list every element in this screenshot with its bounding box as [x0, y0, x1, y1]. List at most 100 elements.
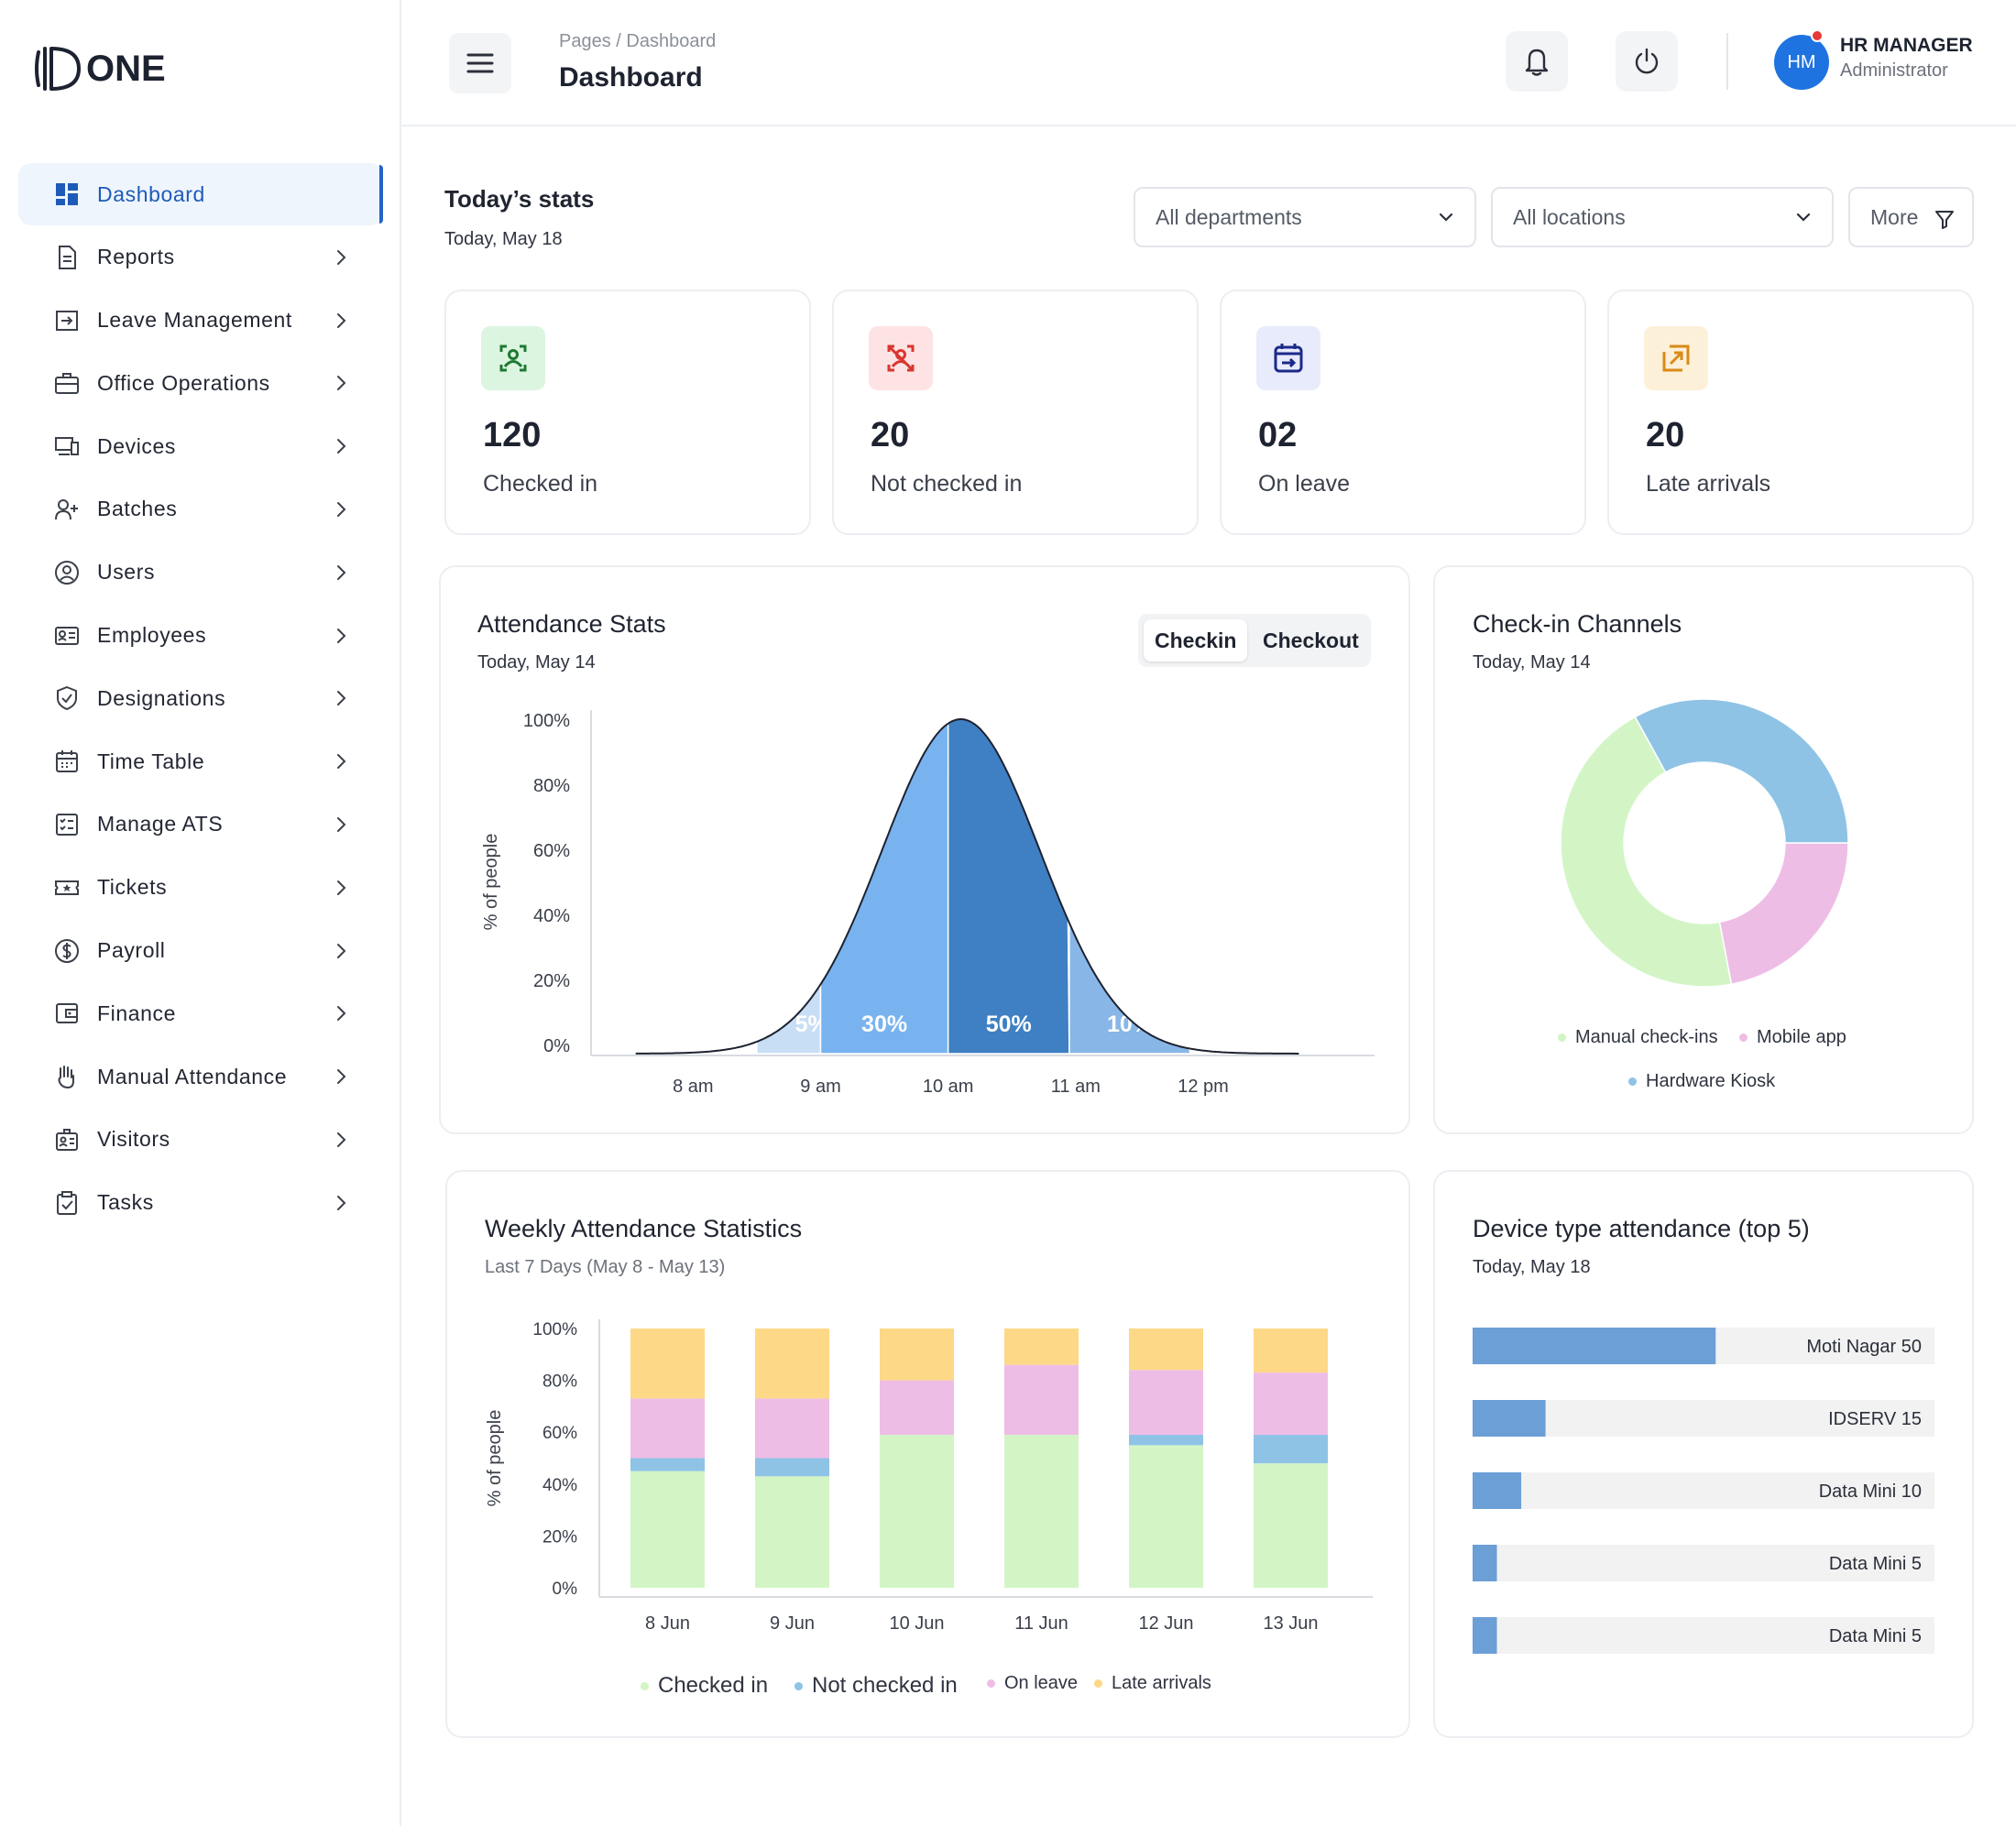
legend-dot — [1094, 1679, 1102, 1688]
donut-slice[interactable] — [1634, 698, 1849, 844]
bar-segment-on-leave[interactable] — [880, 1380, 954, 1436]
logout-button[interactable] — [1616, 31, 1678, 92]
sidebar-item-tasks[interactable]: Tasks — [18, 1172, 383, 1234]
chevron-right-icon — [330, 625, 352, 647]
bar-segment-not-checked-in[interactable] — [1254, 1435, 1328, 1464]
checkin-channels-donut-chart — [1560, 698, 1849, 988]
x-tick-label: 8 Jun — [645, 1613, 690, 1634]
stat-card-on-leave[interactable]: 02 On leave — [1220, 290, 1586, 535]
attendance-distribution-chart: 0% 20% 40% 60% 80% 100% % of people 8 am 9 am 10 … — [481, 710, 1375, 1097]
sidebar-item-leave-management[interactable]: Leave Management — [18, 290, 383, 352]
bar-segment-late-arrivals[interactable] — [1254, 1328, 1328, 1373]
sidebar-item-manual-attendance[interactable]: Manual Attendance — [18, 1045, 383, 1108]
bar-segment-on-leave[interactable] — [755, 1398, 829, 1459]
brand-logo[interactable]: ONE — [33, 37, 166, 101]
bar-segment-late-arrivals[interactable] — [755, 1328, 829, 1399]
sidebar-item-users[interactable]: Users — [18, 541, 383, 604]
bar-segment-late-arrivals[interactable] — [630, 1328, 705, 1399]
checklist-icon — [53, 811, 81, 838]
location-select[interactable]: All locations — [1491, 187, 1834, 247]
weekly-attendance-subtitle: Last 7 Days (May 8 - May 13) — [485, 1257, 726, 1277]
bar-segment-checked-in[interactable] — [1254, 1463, 1328, 1588]
sidebar-item-employees[interactable]: Employees — [18, 605, 383, 667]
donut-slice[interactable] — [1560, 716, 1733, 988]
calendar-icon — [53, 748, 81, 775]
bar-segment-checked-in[interactable] — [880, 1435, 954, 1588]
sidebar-item-dashboard[interactable]: Dashboard — [18, 163, 383, 225]
stat-value: 02 — [1258, 416, 1298, 454]
sidebar-item-designations[interactable]: Designations — [18, 667, 383, 729]
bar-segment-late-arrivals[interactable] — [1004, 1328, 1079, 1365]
sidebar-nav: Dashboard Reports Leave Management Office O… — [18, 163, 383, 1235]
sidebar-item-finance[interactable]: Finance — [18, 982, 383, 1044]
device-bar[interactable] — [1473, 1545, 1497, 1581]
device-bar[interactable] — [1473, 1472, 1522, 1509]
bar-segment-checked-in[interactable] — [630, 1471, 705, 1588]
sidebar-item-label: Employees — [97, 623, 207, 648]
legend-item: Manual check-ins — [1558, 1027, 1718, 1048]
device-bar[interactable] — [1473, 1617, 1497, 1654]
sidebar-item-office-operations[interactable]: Office Operations — [18, 352, 383, 414]
hamburger-icon — [466, 53, 494, 73]
bar-segment-on-leave[interactable] — [1129, 1370, 1203, 1436]
header-divider — [1726, 33, 1728, 90]
sidebar-item-devices[interactable]: Devices — [18, 415, 383, 477]
bell-icon — [1525, 49, 1549, 76]
donut-slice[interactable] — [1718, 842, 1849, 986]
more-filters-button[interactable]: More — [1848, 187, 1974, 247]
bar-segment-late-arrivals[interactable] — [1129, 1328, 1203, 1371]
bar-segment-checked-in[interactable] — [755, 1476, 829, 1588]
bar-segment-on-leave[interactable] — [630, 1398, 705, 1459]
bar-segment-late-arrivals[interactable] — [880, 1328, 954, 1381]
checkin-tab[interactable]: Checkin — [1144, 619, 1248, 662]
bar-segment-not-checked-in[interactable] — [755, 1458, 829, 1477]
checkin-checkout-toggle: Checkin Checkout — [1138, 614, 1371, 667]
legend-label: Mobile app — [1757, 1027, 1846, 1047]
devices-icon — [53, 432, 81, 460]
x-tick-label: 11 Jun — [1014, 1613, 1068, 1634]
distribution-segment[interactable] — [819, 722, 949, 1055]
stat-card-late-arrivals[interactable]: 20 Late arrivals — [1607, 290, 1974, 535]
sidebar-item-tickets[interactable]: Tickets — [18, 857, 383, 919]
bar-segment-on-leave[interactable] — [1254, 1372, 1328, 1436]
bar-segment-on-leave[interactable] — [1004, 1364, 1079, 1436]
segment-label: 30% — [861, 1011, 907, 1037]
bar-track — [1473, 1617, 1934, 1654]
chevron-right-icon — [330, 562, 352, 584]
device-bar[interactable] — [1473, 1328, 1716, 1364]
bar-segment-not-checked-in[interactable] — [1129, 1435, 1203, 1446]
device-bar[interactable] — [1473, 1400, 1546, 1437]
y-tick-label: 0% — [553, 1580, 578, 1599]
menu-toggle-button[interactable] — [449, 33, 511, 93]
sidebar-item-label: Reports — [97, 245, 175, 269]
bar-segment-checked-in[interactable] — [1129, 1445, 1203, 1588]
chevron-right-icon — [330, 814, 352, 836]
more-filters-label: More — [1870, 204, 1919, 229]
chevron-right-icon — [330, 940, 352, 962]
checkin-channels-date: Today, May 14 — [1473, 652, 1591, 672]
sidebar-item-manage-ats[interactable]: Manage ATS — [18, 793, 383, 856]
stat-card-checked-in[interactable]: 120 Checked in — [444, 290, 811, 535]
legend-dot — [1558, 1033, 1566, 1042]
y-tick-label: 60% — [533, 841, 570, 861]
face-scan-icon — [481, 326, 545, 390]
sidebar-item-visitors[interactable]: Visitors — [18, 1109, 383, 1171]
distribution-segment[interactable] — [947, 718, 1070, 1055]
checkout-tab[interactable]: Checkout — [1263, 628, 1359, 652]
bar-segment-checked-in[interactable] — [1004, 1435, 1079, 1588]
bar-segment-not-checked-in[interactable] — [630, 1458, 705, 1471]
legend-dot — [987, 1679, 995, 1688]
notifications-button[interactable] — [1506, 31, 1568, 92]
user-add-icon — [53, 496, 81, 523]
sidebar-item-reports[interactable]: Reports — [18, 226, 383, 289]
sidebar-item-payroll[interactable]: Payroll — [18, 920, 383, 982]
sidebar-item-batches[interactable]: Batches — [18, 478, 383, 541]
department-select[interactable]: All departments — [1134, 187, 1476, 247]
y-tick-label: 80% — [533, 776, 570, 796]
breadcrumb: Pages / Dashboard — [559, 31, 717, 51]
stat-card-not-checked-in[interactable]: 20 Not checked in — [832, 290, 1199, 535]
avatar[interactable]: HM — [1774, 35, 1829, 90]
legend-dot — [1628, 1077, 1637, 1086]
stats-date: Today, May 18 — [444, 229, 563, 249]
sidebar-item-time-table[interactable]: Time Table — [18, 730, 383, 793]
